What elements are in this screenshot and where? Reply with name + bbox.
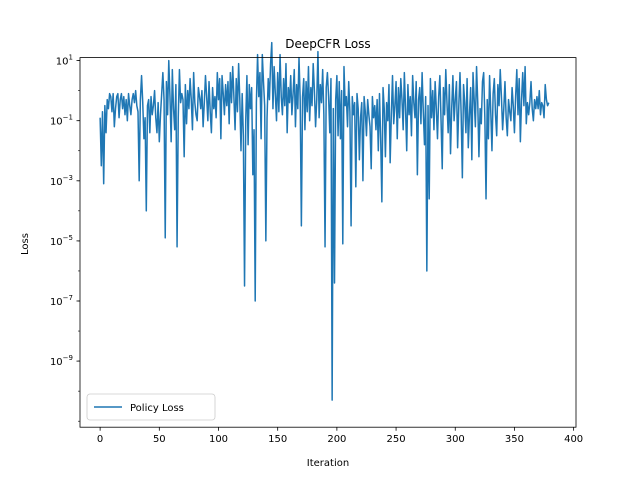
x-tick-label: 350 [505,434,524,445]
x-tick-label: 50 [153,434,166,445]
x-axis-label: Iteration [307,458,349,469]
series-layer [99,41,550,401]
x-tick-label: 100 [209,434,228,445]
series-line-policy-loss [99,41,550,401]
x-tick-label: 150 [268,434,287,445]
x-tick-label: 250 [387,434,406,445]
x-tick-label: 0 [97,434,103,445]
x-axis-ticks: 0 50 100 150 200 250 300 350 400 [97,427,583,445]
y-tick-label: 10−9 [50,354,73,368]
legend-label-policy-loss: Policy Loss [130,403,184,414]
y-axis-label: Loss [20,233,31,255]
y-tick-label: 10−3 [50,174,73,188]
plot-area [79,41,577,428]
y-tick-label: 10−5 [50,234,73,248]
chart-title: DeepCFR Loss [285,37,370,51]
x-tick-label: 300 [446,434,465,445]
legend-box [86,393,216,421]
y-tick-label: 10−7 [50,294,73,308]
y-tick-label: 10−1 [50,114,73,128]
x-tick-label: 200 [327,434,346,445]
y-tick-label: 101 [56,54,73,68]
plot-frame [79,57,577,428]
y-axis-ticks: 101 10−1 10−3 10−5 10−7 10−9 [50,54,80,422]
x-tick-label: 400 [564,434,583,445]
legend: Policy Loss [86,393,216,421]
